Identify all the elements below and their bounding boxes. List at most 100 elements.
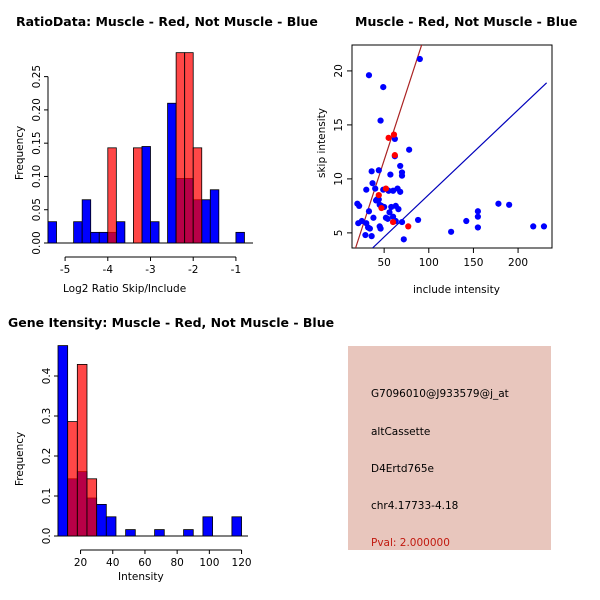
ratio-bar-not-muscle [235, 231, 245, 244]
gene-bars-muscle [67, 364, 98, 537]
scatter-point [398, 218, 406, 226]
scatter-point [378, 204, 385, 212]
ratio-x-tick-label: -3 [145, 264, 155, 276]
scatter-point [382, 185, 390, 192]
ratio-bar-muscle [107, 147, 117, 244]
ratio-bar-muscle [184, 52, 194, 244]
gene-histogram-ylabel: Frequency [14, 431, 26, 486]
scatter-point [474, 213, 481, 220]
gene-bar-not-muscle [202, 516, 213, 537]
ratio-x-tick-label: -4 [103, 264, 114, 276]
scatter-point [463, 217, 470, 225]
scatter-point [389, 218, 397, 226]
scatter-point [369, 180, 376, 187]
ratio-y-tick-label: 0.10 [31, 165, 43, 188]
ratio-bar-not-muscle [141, 146, 151, 244]
ratio-bar-not-muscle [150, 221, 160, 244]
info-gene-symbol: D4Ertd765e [371, 463, 434, 475]
panel-intensity-scatter: Muscle - Red, Not Muscle - Blue skip int… [300, 0, 600, 300]
scatter-point [416, 55, 423, 63]
scatter-point [414, 216, 422, 224]
scatter-point [391, 152, 398, 159]
gene-x-tick-label: 40 [106, 557, 119, 569]
gene-y-tick-label: 0.2 [41, 448, 53, 465]
gene-histogram-title: Gene Itensity: Muscle - Red, Not Muscle … [8, 315, 335, 330]
scatter-point [380, 84, 387, 91]
scatter-series-not [354, 55, 548, 243]
scatter-point [405, 223, 412, 230]
gene-y-tick-label: 0.0 [41, 528, 53, 545]
scatter-point [448, 228, 455, 235]
gene-bar-muscle [76, 364, 88, 537]
ratio-bar-not-muscle [201, 199, 211, 244]
scatter-point [362, 231, 369, 239]
scatter-point [366, 225, 373, 232]
ratio-bar-not-muscle [209, 189, 220, 244]
scatter-point [355, 220, 362, 227]
ratio-bar-not-muscle [167, 102, 177, 244]
ratio-bar-not-muscle [73, 221, 83, 244]
ratio-plot-area: 0.00 0.05 0.10 0.15 0.20 0.25 -5 -4 -3 -2 -1 [31, 52, 253, 276]
gene-bar-not-muscle [57, 345, 69, 537]
gene-bar-not-muscle [96, 503, 107, 537]
ratio-x-axis: -5 -4 -3 -2 -1 [60, 256, 241, 276]
ratio-y-tick-label: 0.05 [31, 198, 43, 221]
gene-bar-muscle [86, 478, 98, 537]
gene-x-tick-label: 100 [199, 557, 219, 569]
gene-y-axis: 0.0 0.1 0.2 0.3 0.4 [41, 367, 59, 545]
gene-histogram-canvas: 0.0 0.1 0.2 0.3 0.4 20 40 60 80 100 120 [41, 345, 252, 569]
gene-bar-not-muscle [231, 516, 242, 537]
ratio-histogram-ylabel: Frequency [14, 125, 26, 180]
ratio-bar-muscle [192, 147, 203, 244]
ratio-bar-not-muscle [81, 199, 92, 244]
gene-x-tick-label: 60 [138, 557, 151, 569]
gene-x-tick-label: 120 [232, 557, 252, 569]
scatter-point [406, 146, 413, 153]
scatter-y-tick-label: 20 [333, 64, 345, 77]
info-event-type: altCassette [371, 426, 431, 438]
gene-y-tick-label: 0.1 [41, 488, 53, 505]
ratio-bar-not-muscle [115, 221, 126, 244]
gene-y-tick-label: 0.4 [41, 367, 53, 384]
gene-bar-not-muscle [105, 516, 117, 537]
gene-histogram-xlabel: Intensity [118, 571, 164, 583]
scatter-ylabel: skip intensity [316, 108, 328, 178]
ratio-bars-muscle [107, 52, 203, 244]
scatter-point [530, 223, 537, 230]
ratio-bar-muscle [175, 52, 186, 244]
gene-plot-area: 0.0 0.1 0.2 0.3 0.4 20 40 60 80 100 120 [41, 345, 252, 569]
ratio-bar-not-muscle [47, 221, 57, 244]
gene-x-axis: 20 40 60 80 100 120 [74, 549, 252, 569]
scatter-point [365, 72, 373, 79]
scatter-y-tick-label: 15 [333, 118, 345, 131]
ratio-bar-not-muscle [90, 231, 100, 244]
scatter-series-muscle [375, 131, 412, 230]
ratio-y-tick-label: 0.15 [31, 131, 43, 154]
ratio-x-tick-label: -1 [231, 264, 241, 276]
info-locus: chr4.17733-4.18 [371, 500, 459, 512]
scatter-x-tick-label: 100 [419, 257, 439, 269]
ratio-histogram-xlabel: Log2 Ratio Skip/Include [63, 283, 187, 295]
gene-x-tick-label: 20 [74, 557, 87, 569]
ratio-bar-muscle [133, 147, 143, 244]
scatter-point [375, 191, 382, 199]
scatter-inner [354, 45, 548, 248]
scatter-point [363, 186, 370, 193]
ratio-y-tick-label: 0.20 [31, 98, 43, 121]
info-pval: Pval: 2.000000 [371, 537, 450, 549]
scatter-point [387, 171, 394, 178]
scatter-point [400, 236, 407, 243]
scatter-point [375, 167, 382, 174]
scatter-point [385, 134, 392, 141]
gene-bar-not-muscle [125, 529, 136, 537]
scatter-point [474, 224, 481, 231]
scatter-point [398, 169, 406, 176]
scatter-point [390, 131, 398, 138]
gene-bar-muscle [67, 421, 78, 537]
scatter-fit-line-muscle-fit [355, 45, 423, 248]
scatter-point [377, 225, 384, 232]
scatter-point [368, 168, 375, 175]
ratio-bars-not-muscle [47, 102, 245, 244]
ratio-x-tick-label: -2 [188, 264, 198, 276]
scatter-y-tick-label: 10 [333, 172, 345, 185]
